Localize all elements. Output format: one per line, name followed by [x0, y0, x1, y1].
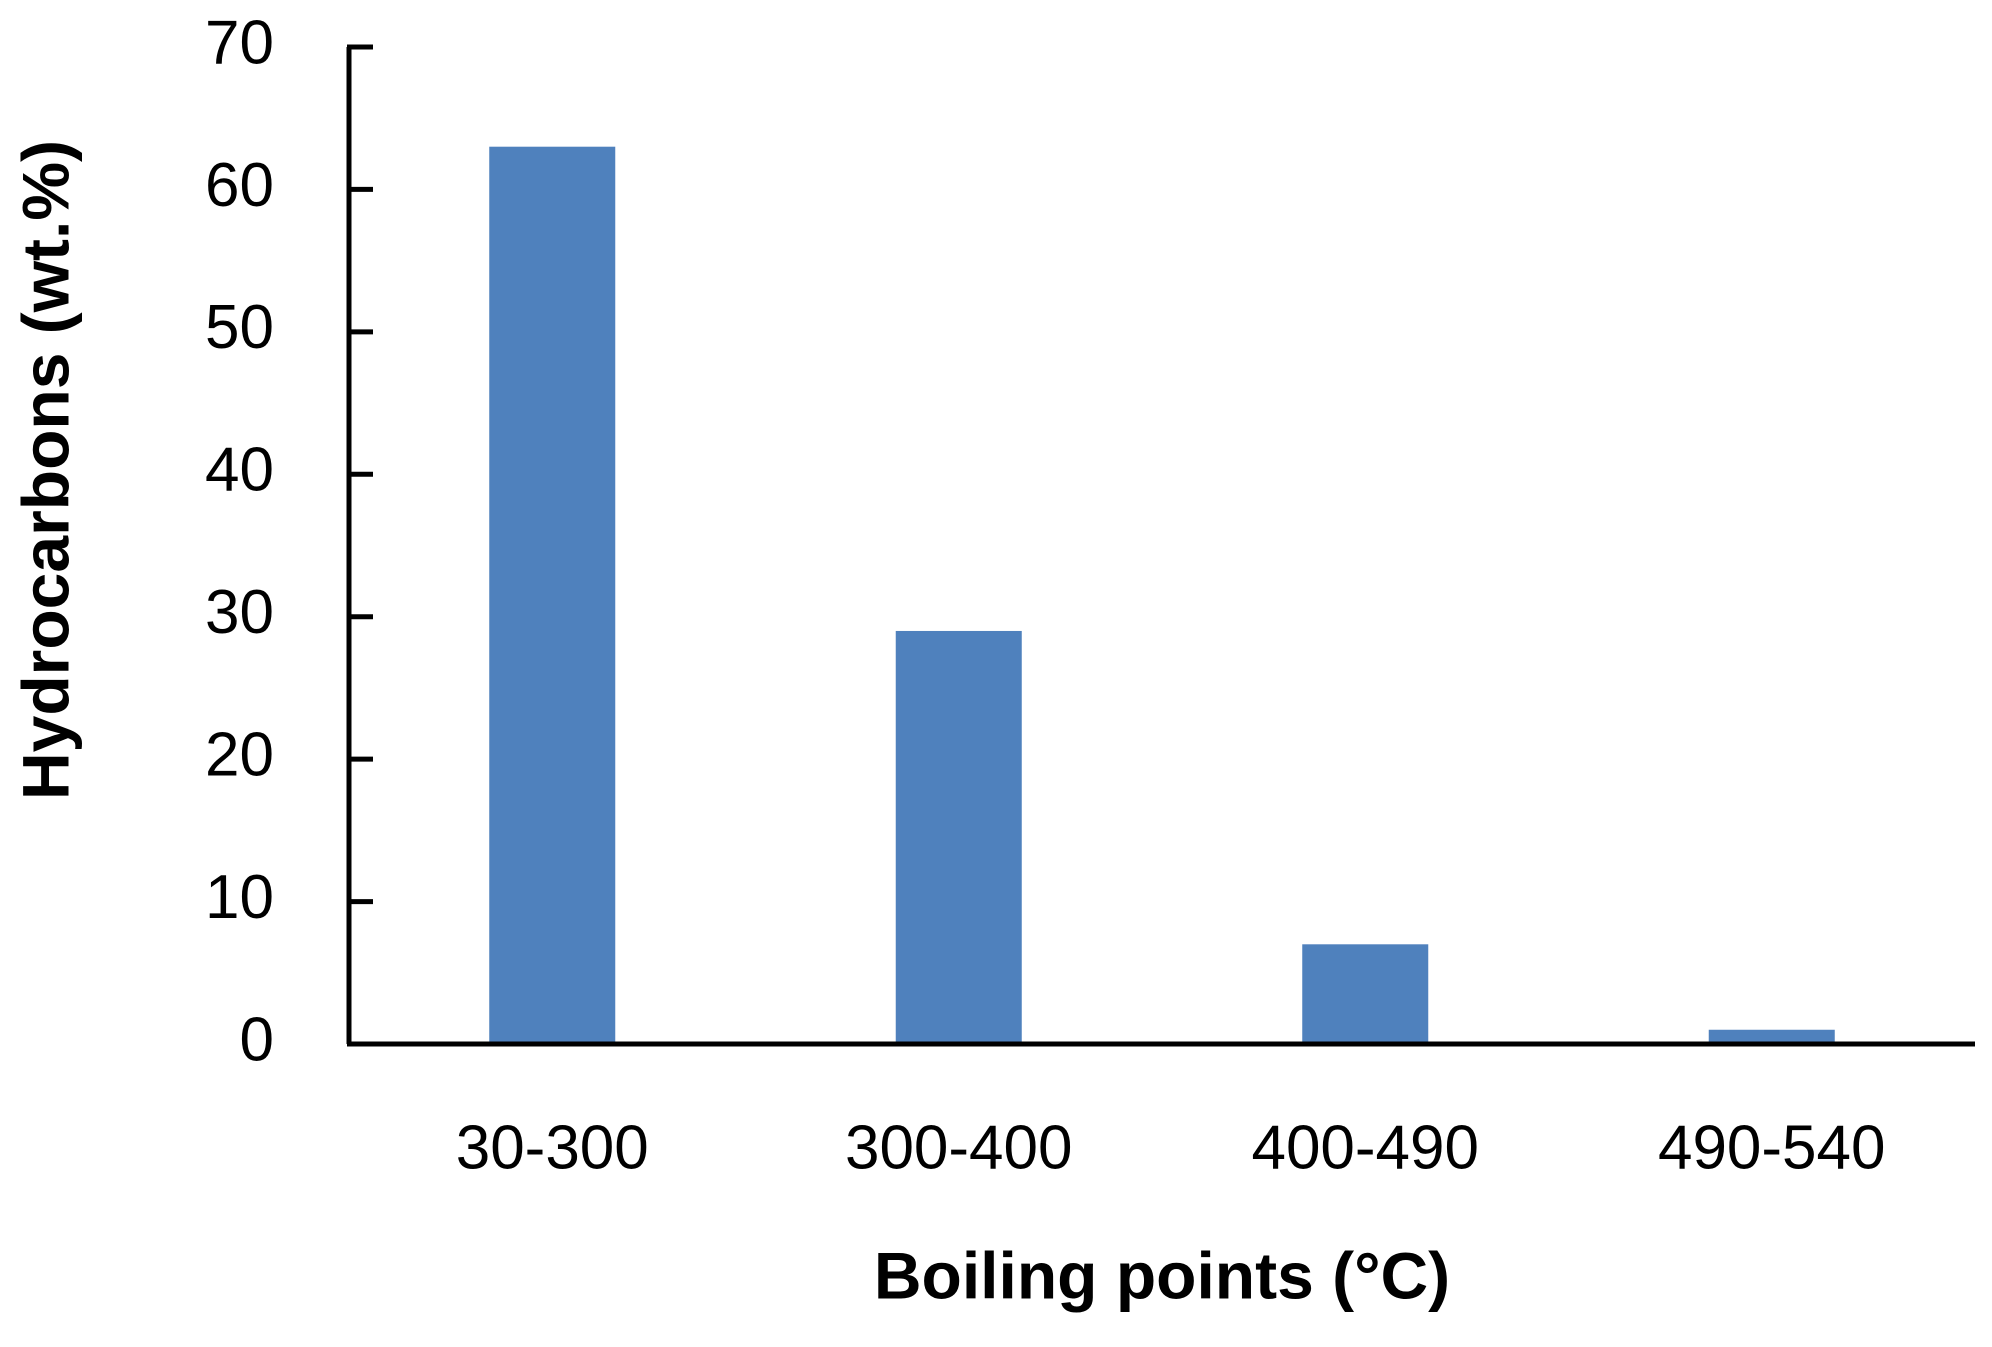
y-tick-label: 40	[205, 436, 274, 505]
y-tick-label: 30	[205, 578, 274, 647]
x-tick-label: 300-400	[845, 1113, 1073, 1182]
x-tick-label: 490-540	[1658, 1113, 1886, 1182]
bar	[489, 146, 616, 1044]
y-tick-label: 70	[205, 8, 274, 77]
y-axis-title: Hydrocarbons (wt.%)	[8, 140, 82, 800]
y-tick-label: 10	[205, 863, 274, 932]
y-tick-label: 50	[205, 293, 274, 362]
bar	[1708, 1029, 1835, 1044]
bar	[895, 630, 1022, 1044]
y-tick-label: 20	[205, 721, 274, 790]
y-tick-label: 0	[240, 1005, 274, 1074]
x-tick-label: 30-300	[456, 1113, 649, 1182]
x-tick-label: 400-490	[1251, 1113, 1479, 1182]
bar	[1302, 944, 1429, 1044]
x-axis-title: Boiling points (°C)	[874, 1238, 1450, 1312]
y-tick-label: 60	[205, 151, 274, 220]
